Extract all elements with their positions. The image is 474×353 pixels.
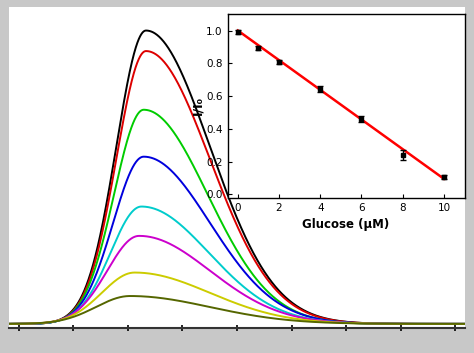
Y-axis label: I/I₀: I/I₀ (192, 96, 205, 115)
X-axis label: Glucose (μM): Glucose (μM) (302, 218, 390, 231)
